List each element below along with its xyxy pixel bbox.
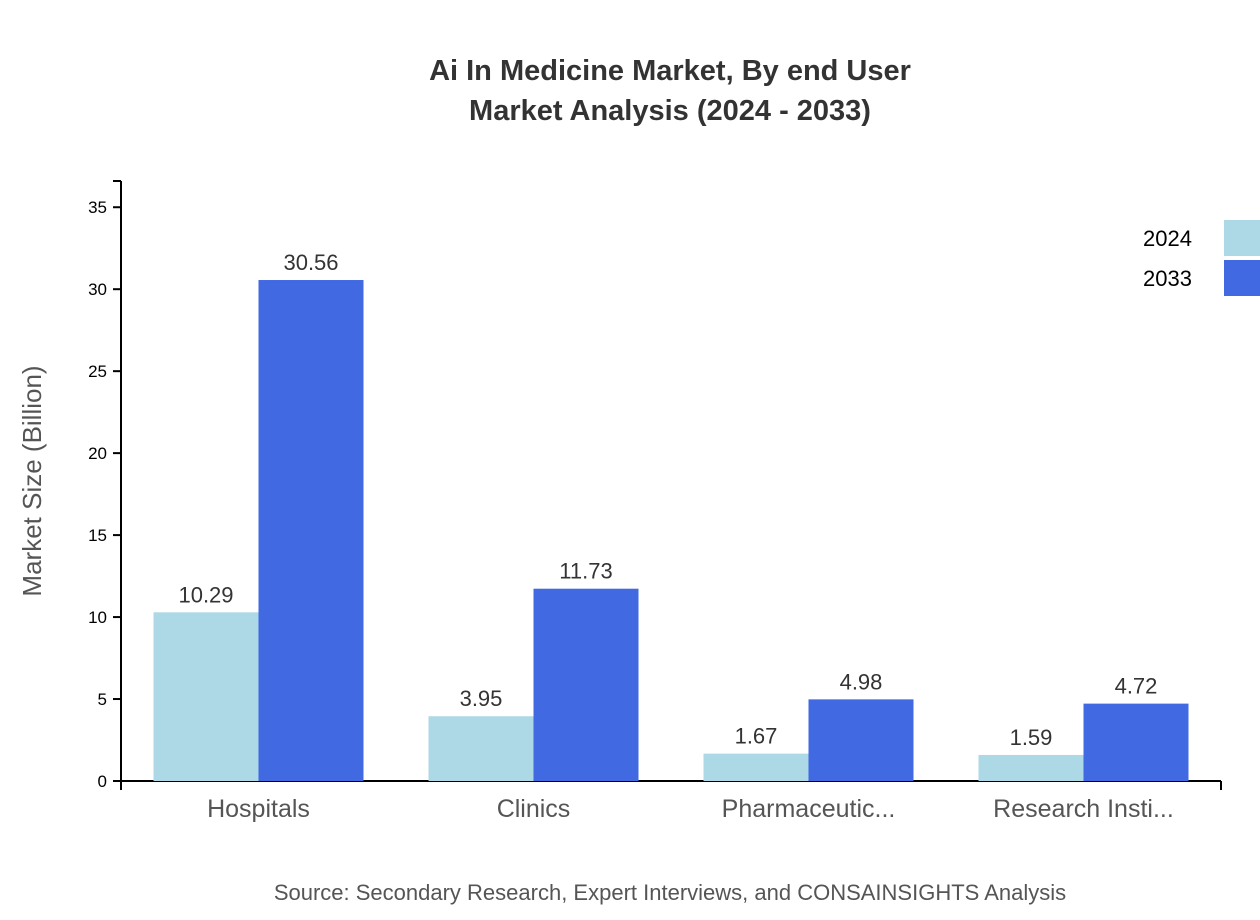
legend-swatch-2024 <box>1224 220 1260 256</box>
bar-2033 <box>1083 703 1189 781</box>
chart-subtitle: Market Analysis (2024 - 2033) <box>469 95 871 127</box>
chart-title: Ai In Medicine Market, By end User <box>429 55 911 87</box>
data-label: 4.98 <box>840 669 883 694</box>
y-tick-label: 0 <box>98 772 107 791</box>
y-axis-label: Market Size (Billion) <box>17 365 47 596</box>
x-tick-label: Pharmaceutic... <box>722 795 896 823</box>
data-label: 4.72 <box>1115 674 1158 699</box>
y-tick-label: 5 <box>98 690 107 709</box>
bar-2033 <box>533 588 639 781</box>
y-tick-label: 10 <box>88 608 107 627</box>
bar-2024 <box>428 716 534 781</box>
y-tick-label: 30 <box>88 280 107 299</box>
y-tick-label: 15 <box>88 526 107 545</box>
bar-2024 <box>703 753 809 781</box>
x-tick-label: Research Insti... <box>993 795 1174 823</box>
y-tick-label: 35 <box>88 198 107 217</box>
legend-label: 2033 <box>1143 266 1192 291</box>
legend-label: 2024 <box>1143 226 1192 251</box>
legend-swatch-2033 <box>1224 260 1260 296</box>
data-label: 1.59 <box>1010 725 1053 750</box>
data-label: 1.67 <box>735 724 778 749</box>
y-tick-label: 20 <box>88 444 107 463</box>
data-label: 10.29 <box>178 582 233 607</box>
y-tick-label: 25 <box>88 362 107 381</box>
data-label: 30.56 <box>283 250 338 275</box>
source-note: Source: Secondary Research, Expert Inter… <box>274 880 1066 905</box>
bar-2024 <box>153 612 259 781</box>
x-tick-label: Clinics <box>497 795 571 823</box>
bar-2033 <box>808 699 914 781</box>
bar-2024 <box>978 754 1084 781</box>
data-label: 3.95 <box>460 686 503 711</box>
x-tick-label: Hospitals <box>207 795 310 823</box>
bar-2033 <box>258 280 364 781</box>
data-label: 11.73 <box>559 559 612 584</box>
